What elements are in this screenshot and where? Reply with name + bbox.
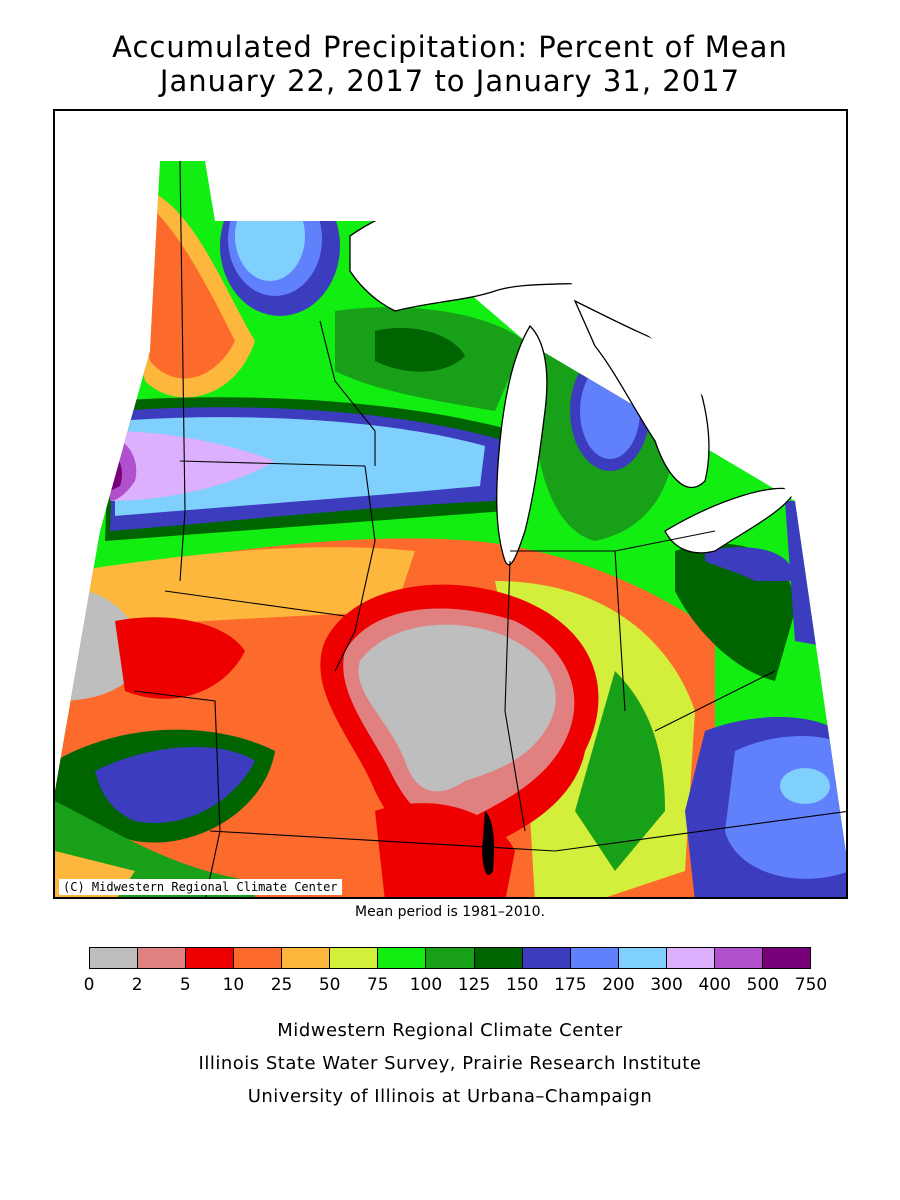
legend-tick-label: 200 <box>602 975 635 995</box>
legend-tick-label: 150 <box>505 975 539 995</box>
legend-tick-label: 75 <box>366 975 389 995</box>
precipitation-map: (C) Midwestern Regional Climate Center <box>53 109 848 899</box>
legend-swatch <box>90 948 139 968</box>
legend-swatch <box>762 948 810 968</box>
legend-tick-label: 50 <box>318 975 341 995</box>
footer-university: University of Illinois at Urbana–Champai… <box>247 1086 653 1107</box>
state-borders <box>134 160 846 897</box>
legend-swatch <box>570 948 619 968</box>
legend-tick-label: 2 <box>131 975 143 995</box>
legend-swatch <box>474 948 523 968</box>
legend-swatch <box>330 948 379 968</box>
legend-swatch <box>714 948 763 968</box>
legend-swatch <box>234 948 283 968</box>
legend-tick-label: 400 <box>698 975 731 995</box>
legend-tick-label: 750 <box>794 975 828 995</box>
legend-tick-label: 5 <box>179 975 191 995</box>
legend-swatch <box>282 948 331 968</box>
legend-swatch <box>666 948 715 968</box>
legend-swatch <box>618 948 667 968</box>
legend-tick-label: 0 <box>83 975 95 995</box>
legend-tick-label: 300 <box>650 975 683 995</box>
legend-swatch <box>138 948 187 968</box>
legend-tick-label: 100 <box>409 975 443 995</box>
footer-org: Midwestern Regional Climate Center <box>277 1020 623 1041</box>
legend-tick-label: 175 <box>554 975 587 995</box>
mean-period-note: Mean period is 1981–2010. <box>355 904 545 920</box>
legend-swatch <box>186 948 235 968</box>
legend-tick-label: 125 <box>457 975 491 995</box>
copyright-label: (C) Midwestern Regional Climate Center <box>59 879 342 895</box>
map-title-line2: January 22, 2017 to January 31, 2017 <box>159 64 741 98</box>
legend-swatch <box>522 948 571 968</box>
map-canvas <box>55 121 846 897</box>
map-title-line1: Accumulated Precipitation: Percent of Me… <box>112 30 788 64</box>
legend-ticks: 0 2 5 10 25 50 75 100 125 150 175 200 300 400 500 750 <box>84 975 828 997</box>
color-legend <box>89 947 811 969</box>
legend-tick-label: 500 <box>746 975 780 995</box>
legend-tick-label: 25 <box>270 975 293 995</box>
legend-tick-label: 10 <box>222 975 245 995</box>
legend-swatch <box>426 948 475 968</box>
legend-swatch <box>378 948 427 968</box>
footer-survey: Illinois State Water Survey, Prairie Res… <box>198 1053 702 1074</box>
